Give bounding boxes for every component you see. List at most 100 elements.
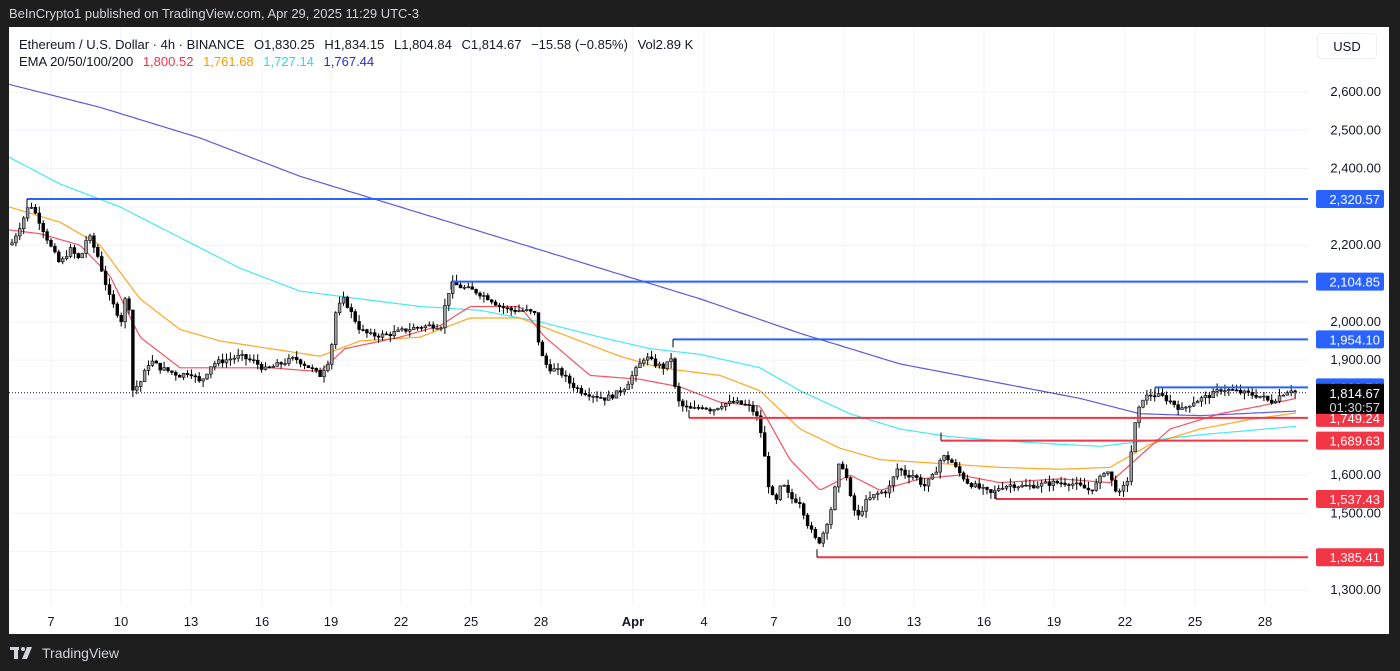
candle-bull <box>400 328 404 331</box>
candle-bull <box>833 486 837 510</box>
candle-bull <box>14 235 18 244</box>
time-tick-label: 28 <box>534 614 548 629</box>
candle-bear <box>688 406 693 409</box>
price-tick-label: 1,300.00 <box>1330 582 1381 597</box>
price-tick-label: 2,200.00 <box>1330 237 1381 252</box>
candle-bear <box>564 374 568 377</box>
candle-bull <box>291 356 295 359</box>
price-tick-label: 2,000.00 <box>1330 314 1381 329</box>
candle-bear <box>158 362 162 371</box>
candle-bear <box>1176 404 1180 410</box>
candle-bear <box>497 304 502 307</box>
candle-bear <box>684 405 689 408</box>
candle-bear <box>505 307 509 310</box>
candle-bull <box>84 240 88 254</box>
symbol-title[interactable]: Ethereum / U.S. Dollar · 4h · BINANCE <box>19 37 245 52</box>
candle-bull <box>25 207 30 219</box>
plot-area[interactable] <box>9 27 1308 606</box>
candle-bull <box>1117 490 1122 493</box>
candle-bear <box>100 256 104 272</box>
ema-indicator-label[interactable]: EMA 20/50/100/200 <box>19 54 134 69</box>
candle-bear <box>259 364 264 370</box>
candle-bear <box>1168 400 1173 403</box>
candle-bear <box>1250 392 1254 396</box>
candle-bear <box>770 486 775 496</box>
time-tick-label: 19 <box>1047 614 1061 629</box>
candle-bull <box>723 403 728 407</box>
tradingview-brand[interactable]: TradingView <box>42 645 120 661</box>
price-tick-label: 1,600.00 <box>1330 467 1381 482</box>
candle-bull <box>205 373 209 380</box>
candle-bear <box>1012 484 1017 488</box>
candle-bull <box>876 492 880 495</box>
candle-bear <box>306 365 311 368</box>
candle-bear <box>1266 395 1270 401</box>
candle-bull <box>1289 390 1293 394</box>
candle-bull <box>64 256 69 260</box>
candle-bear <box>1063 482 1067 485</box>
candle-bull <box>720 406 724 409</box>
candle-bear <box>856 509 861 516</box>
candle-bear <box>1238 389 1243 394</box>
candle-bear <box>53 245 57 253</box>
candle-bear <box>193 375 197 378</box>
candle-bull <box>934 471 939 475</box>
candle-bear <box>540 341 545 357</box>
time-axis[interactable]: 7 10 13 16 19 22 25 28 Apr 4 7 10 13 16 19 22 25 28 <box>47 614 1272 629</box>
candle-bear <box>279 362 283 365</box>
ohlc-close: C1,814.67 <box>461 37 522 52</box>
price-tick-label: 1,900.00 <box>1330 352 1381 367</box>
candle-bear <box>743 403 747 406</box>
candle-bull <box>88 235 92 241</box>
candle-bear <box>844 468 849 478</box>
candle-bear <box>977 483 981 489</box>
candle-bear <box>127 298 131 311</box>
time-tick-label: 19 <box>324 614 338 629</box>
time-tick-label: 22 <box>1118 614 1132 629</box>
candle-bear <box>37 212 42 224</box>
ema-legend-row: EMA 20/50/100/200 1,800.52 1,761.68 1,72… <box>19 53 699 70</box>
candle-bear <box>470 286 474 290</box>
candle-bear <box>474 289 478 294</box>
candle-bear <box>244 354 248 360</box>
candle-bear <box>766 455 771 488</box>
candle-bull <box>891 476 896 487</box>
candle-bear <box>1055 480 1059 484</box>
candle-bull <box>1277 395 1282 402</box>
candle-bear <box>731 400 736 403</box>
candle-bear <box>704 407 708 410</box>
candle-bear <box>985 486 989 490</box>
chart-panel[interactable]: Ethereum / U.S. Dollar · 4h · BINANCE O1… <box>9 27 1389 634</box>
price-axis[interactable]: 2,600.00 2,500.00 2,400.00 2,200.00 2,000.00… <box>1316 84 1384 597</box>
candle-bull <box>525 309 529 311</box>
candle-bull <box>630 375 634 385</box>
currency-button[interactable]: USD <box>1317 33 1377 59</box>
ema50-line <box>9 206 1297 470</box>
candle-bull <box>1016 486 1020 489</box>
ohlc-low: L1,804.84 <box>394 37 452 52</box>
candle-bear <box>493 301 498 306</box>
candle-bear <box>907 474 911 478</box>
candle-bull <box>981 486 985 489</box>
candle-bull <box>466 286 470 289</box>
candle-bull <box>1215 389 1219 392</box>
price-change: −15.58 (−0.85%) <box>531 37 628 52</box>
resistance-price-badge <box>1316 330 1384 349</box>
candle-bull <box>716 407 720 410</box>
candle-bull <box>692 407 697 409</box>
candle-bear <box>170 370 174 373</box>
candle-bear <box>131 309 135 391</box>
candle-bull <box>926 478 931 487</box>
candle-bear <box>774 494 779 500</box>
candle-bear <box>314 367 318 371</box>
candle-bull <box>895 468 900 478</box>
candle-bull <box>1098 475 1102 484</box>
candle-bear <box>197 376 201 382</box>
time-tick-label: 7 <box>47 614 54 629</box>
candle-bear <box>755 411 759 417</box>
candle-bull <box>146 365 151 371</box>
candle-bull <box>837 463 841 488</box>
candle-bear <box>45 231 49 241</box>
candle-bear <box>587 394 591 397</box>
